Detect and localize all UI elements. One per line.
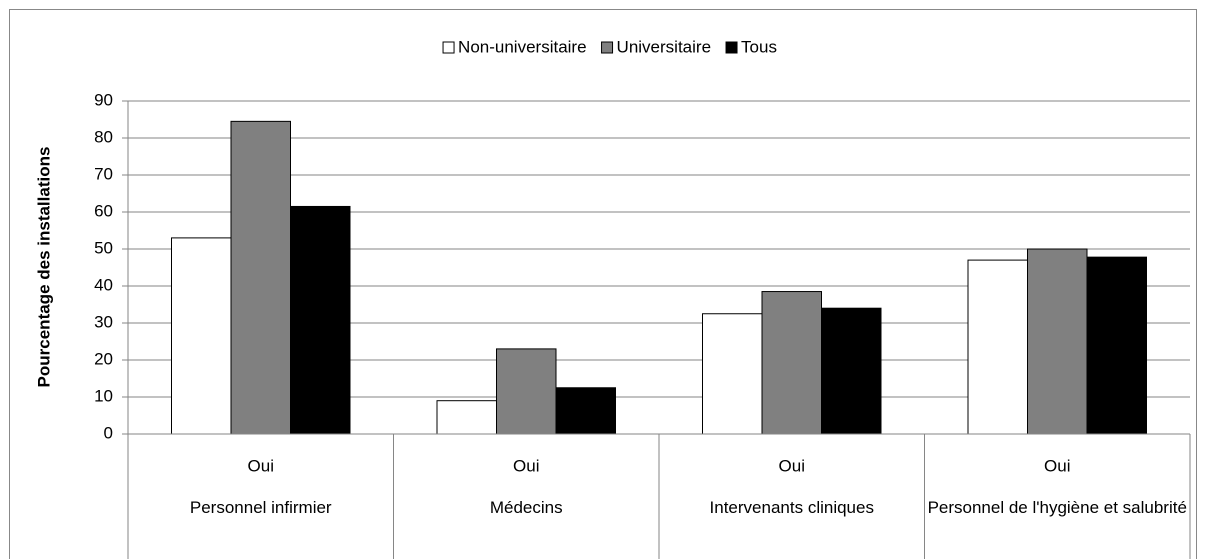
legend-label: Non-universitaire [458, 37, 587, 56]
y-axis-label: Pourcentage des installations [34, 147, 53, 388]
y-tick-label: 10 [94, 386, 113, 405]
y-tick-label: 20 [94, 349, 113, 368]
group-label-box: Personnel de l'hygiène et salubrité [927, 498, 1187, 517]
legend-label: Tous [741, 37, 777, 56]
legend-label: Universitaire [617, 37, 711, 56]
y-tick-label: 30 [94, 312, 113, 331]
y-tick-label: 0 [104, 423, 113, 442]
legend: Non-universitaire Universitaire Tous [442, 37, 777, 56]
x-tick-label: Oui [248, 456, 274, 475]
group-label-box: Personnel infirmier [189, 498, 332, 517]
group-label: Médecins [489, 498, 563, 517]
legend-swatch [725, 41, 738, 54]
bar [171, 237, 232, 435]
group-label-box: Intervenants cliniques [709, 498, 874, 517]
y-tick-label: 90 [94, 90, 113, 109]
group-label: Personnel de l'hygiène et salubrité [927, 498, 1187, 517]
y-tick-label: 50 [94, 238, 113, 257]
bar [230, 120, 291, 435]
x-tick-label: Oui [513, 456, 539, 475]
group-label: Intervenants cliniques [709, 498, 874, 517]
legend-swatch [601, 41, 614, 54]
bar [967, 259, 1028, 435]
x-tick-label: Oui [779, 456, 805, 475]
y-tick-label: 70 [94, 164, 113, 183]
bar [290, 205, 351, 435]
bar [1086, 256, 1147, 435]
bar [496, 348, 557, 435]
legend-swatch [442, 41, 455, 54]
bar [436, 400, 497, 435]
bar [761, 291, 822, 435]
x-tick-label: Oui [1044, 456, 1070, 475]
y-tick-label: 80 [94, 127, 113, 146]
group-label: Personnel infirmier [189, 498, 332, 517]
bar [1027, 248, 1088, 435]
group-label-box: Médecins [489, 498, 563, 517]
y-tick-label: 60 [94, 201, 113, 220]
y-tick-label: 40 [94, 275, 113, 294]
bar [555, 387, 616, 435]
bar [702, 313, 763, 435]
bar [821, 307, 882, 435]
